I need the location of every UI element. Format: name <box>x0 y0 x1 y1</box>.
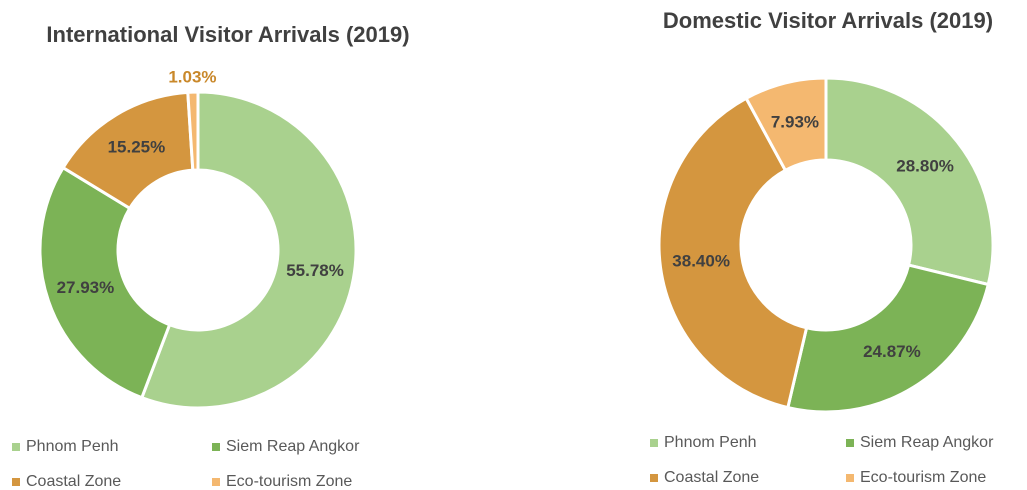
donut-slice <box>786 263 991 414</box>
legend-label: Siem Reap Angkor <box>860 434 994 451</box>
donut-slice <box>38 165 172 400</box>
legend-swatch <box>12 443 20 451</box>
legend-label: Eco-tourism Zone <box>860 469 986 486</box>
legend-label: Coastal Zone <box>664 469 759 486</box>
chart-title: Domestic Visitor Arrivals (2019) <box>663 8 993 33</box>
data-label: 38.40% <box>672 251 730 270</box>
data-label: 55.78% <box>286 261 344 280</box>
donut-slice <box>139 90 358 410</box>
data-label: 24.87% <box>863 342 921 361</box>
data-label: 1.03% <box>168 68 216 87</box>
donut-slice <box>744 76 828 173</box>
donut-slice <box>657 96 809 410</box>
legend-swatch <box>212 443 220 451</box>
data-label: 27.93% <box>57 278 115 297</box>
legend-label: Phnom Penh <box>664 434 757 451</box>
legend-swatch <box>846 439 854 447</box>
legend-label: Eco-tourism Zone <box>226 473 352 490</box>
legend-label: Siem Reap Angkor <box>226 438 360 455</box>
donut-slice <box>824 76 995 287</box>
legend-swatch <box>650 474 658 482</box>
legend-swatch <box>12 478 20 486</box>
donut-slice <box>186 90 200 172</box>
legend-label: Coastal Zone <box>26 473 121 490</box>
legend-swatch <box>846 474 854 482</box>
data-label: 28.80% <box>896 157 954 176</box>
chart-title: International Visitor Arrivals (2019) <box>46 22 409 47</box>
data-label: 15.25% <box>108 138 166 157</box>
legend-label: Phnom Penh <box>26 438 119 455</box>
data-label: 7.93% <box>771 112 819 131</box>
legend-swatch <box>212 478 220 486</box>
legend-swatch <box>650 439 658 447</box>
